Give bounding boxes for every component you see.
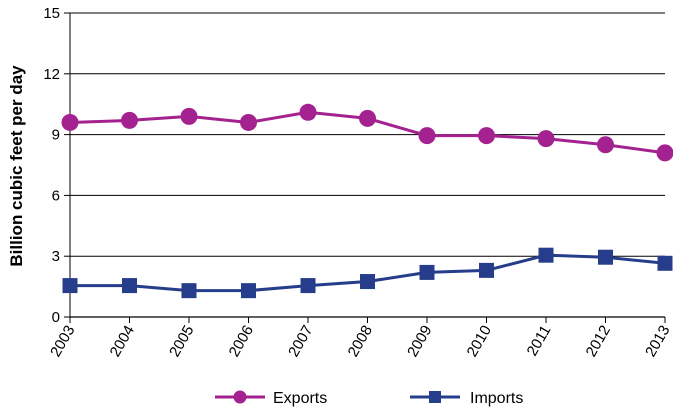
imports-point	[657, 255, 673, 271]
imports-point	[479, 262, 494, 278]
y-axis-label: Billion cubic feet per day	[7, 65, 26, 267]
legend-label-imports: Imports	[470, 390, 523, 407]
legend-marker-imports	[429, 391, 441, 403]
exports-point	[180, 107, 198, 125]
exports-point	[418, 127, 436, 145]
imports-point	[62, 278, 78, 294]
x-tick-label: 2013	[642, 323, 673, 360]
x-tick-label: 2008	[345, 323, 376, 360]
y-tick-label: 6	[52, 187, 60, 204]
y-tick-label: 9	[52, 127, 60, 144]
x-tick-label: 2012	[583, 323, 614, 360]
exports-point	[597, 136, 614, 154]
exports-point	[240, 113, 257, 131]
imports-point	[360, 274, 375, 290]
imports-point	[598, 249, 613, 265]
exports-point	[359, 109, 376, 127]
x-tick-label: 2003	[47, 323, 78, 360]
exports-point	[299, 103, 317, 121]
x-tick-label: 2011	[524, 323, 555, 359]
series-lines	[61, 103, 673, 299]
imports-point	[122, 278, 137, 294]
imports-point	[419, 264, 435, 280]
x-tick-label: 2010	[464, 323, 495, 360]
y-tick-label: 0	[52, 309, 60, 326]
y-tick-label: 15	[43, 5, 60, 22]
exports-point	[656, 144, 673, 162]
x-tick-label: 2005	[166, 323, 197, 360]
y-axis: 0 3 6 9 12 15	[43, 5, 71, 326]
exports-point	[121, 111, 138, 129]
imports-point	[300, 278, 316, 294]
x-tick-label: 2006	[226, 323, 257, 360]
exports-point	[478, 127, 495, 145]
imports-point	[241, 283, 256, 299]
x-axis: 2003 2004 2005 2006 2007 2008 2009 2010 2011 2012…	[47, 316, 673, 360]
exports-point	[61, 113, 79, 131]
legend-marker-exports	[233, 390, 247, 404]
imports-point	[181, 283, 197, 299]
y-tick-label: 3	[52, 248, 60, 265]
exports-point	[537, 130, 555, 148]
legend: Exports Imports	[215, 390, 523, 407]
y-tick-label: 12	[43, 66, 60, 83]
x-tick-label: 2009	[404, 323, 435, 360]
x-tick-label: 2007	[285, 323, 316, 360]
x-tick-label: 2004	[107, 323, 138, 360]
gridlines	[70, 12, 665, 257]
legend-label-exports: Exports	[273, 390, 327, 407]
imports-point	[538, 247, 554, 263]
